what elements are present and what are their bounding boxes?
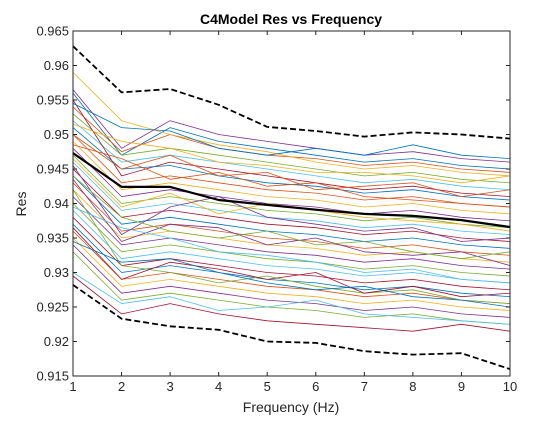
series-line-11 xyxy=(72,148,511,222)
y-tick-label: 0.92 xyxy=(44,334,69,349)
series-line-18 xyxy=(72,196,511,270)
x-tick-label: 4 xyxy=(215,379,222,394)
y-tick-label: 0.925 xyxy=(36,300,69,315)
series-line-20 xyxy=(72,210,511,284)
series-line-26 xyxy=(72,251,511,325)
y-tick-label: 0.94 xyxy=(44,196,69,211)
series-line-30 xyxy=(72,134,511,198)
y-tick-label: 0.955 xyxy=(36,93,69,108)
x-axis-label: Frequency (Hz) xyxy=(243,399,339,415)
mean-line xyxy=(72,152,511,229)
series-line-9 xyxy=(72,134,511,208)
y-tick-label: 0.945 xyxy=(36,162,69,177)
y-axis-label: Res xyxy=(13,192,29,217)
y-tick-label: 0.915 xyxy=(36,369,69,384)
series-line-19 xyxy=(72,203,511,277)
series-line-24 xyxy=(72,237,511,311)
x-tick-label: 10 xyxy=(503,379,517,394)
x-tick-label: 9 xyxy=(458,379,465,394)
series-line-3 xyxy=(72,72,511,177)
series-line-34 xyxy=(72,206,511,284)
series-line-5 xyxy=(72,113,511,184)
series-line-4 xyxy=(72,89,511,163)
series-line-39 xyxy=(72,165,511,242)
series-line-27 xyxy=(72,272,511,325)
chart-title: C4Model Res vs Frequency xyxy=(200,11,382,27)
y-tick-label: 0.95 xyxy=(44,127,69,142)
series-line-35 xyxy=(72,227,511,298)
y-tick-label: 0.935 xyxy=(36,231,69,246)
upper-bound-line xyxy=(72,45,511,140)
series-line-16 xyxy=(72,182,511,256)
x-tick-label: 3 xyxy=(166,379,173,394)
ticks-layer: 1 2 3 4 5 6 7 8 9 10 0.915 0.92 0.925 0.93 0.935 0.94 0.… xyxy=(36,24,517,395)
x-tick-label: 6 xyxy=(312,379,319,394)
series-line-38 xyxy=(72,123,511,184)
series-line-40 xyxy=(72,175,511,260)
y-tick-label: 0.965 xyxy=(36,24,69,39)
x-tick-label: 1 xyxy=(69,379,76,394)
y-tick-label: 0.93 xyxy=(44,265,69,280)
x-tick-label: 2 xyxy=(118,379,125,394)
series-line-6 xyxy=(72,120,511,191)
series-line-37 xyxy=(72,144,511,208)
y-tick-label: 0.96 xyxy=(44,58,69,73)
series-line-23 xyxy=(72,230,511,304)
series-line-33 xyxy=(72,189,511,304)
x-tick-label: 5 xyxy=(264,379,271,394)
series-line-21 xyxy=(72,217,511,291)
series-line-36 xyxy=(72,241,511,308)
lower-bound-line xyxy=(72,284,511,370)
series-line-29 xyxy=(72,103,511,159)
series-layer xyxy=(72,45,511,370)
x-tick-label: 7 xyxy=(361,379,368,394)
series-line-28 xyxy=(72,275,511,332)
x-tick-label: 8 xyxy=(409,379,416,394)
series-line-25 xyxy=(72,244,511,318)
series-line-13 xyxy=(72,161,511,235)
